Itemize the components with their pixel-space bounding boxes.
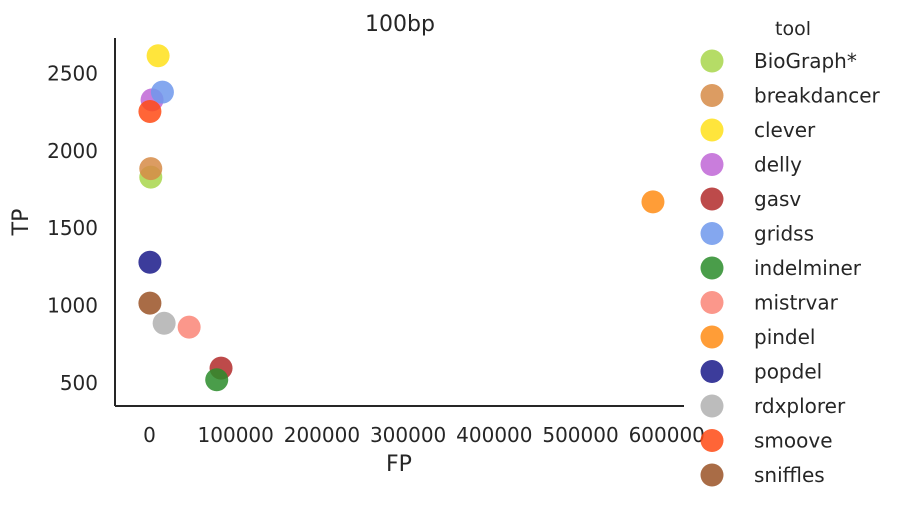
legend-label: popdel: [754, 360, 822, 384]
y-tick-label: 1500: [47, 216, 98, 240]
data-point: [138, 291, 162, 315]
data-point: [138, 250, 162, 274]
legend-label: mistrvar: [754, 291, 839, 315]
x-axis-title: FP: [386, 452, 412, 477]
y-tick-label: 2500: [47, 62, 98, 86]
legend-label: pindel: [754, 325, 815, 349]
y-ticks: 500 1000 1500 2000 2500: [47, 62, 98, 395]
legend-label: clever: [754, 118, 816, 142]
x-tick-label: 200000: [284, 423, 360, 447]
legend-label: indelminer: [754, 256, 862, 280]
legend-label: BioGraph*: [754, 49, 857, 73]
legend-marker: [700, 118, 724, 142]
legend-label: delly: [754, 153, 802, 177]
data-point: [138, 99, 162, 123]
chart-title: 100bp: [365, 12, 435, 37]
legend-marker: [700, 187, 724, 211]
y-axis-title: TP: [9, 209, 34, 237]
y-tick-label: 500: [60, 371, 98, 395]
legend-marker: [700, 429, 724, 452]
x-ticks: 0 100000 200000 300000 400000 500000 600000: [143, 423, 705, 447]
legend-title: tool: [775, 18, 811, 40]
legend-marker: [700, 49, 724, 73]
x-tick-label: 400000: [456, 423, 532, 447]
legend-marker: [700, 325, 724, 349]
data-point: [150, 80, 174, 104]
legend: BioGraph* breakdancer clever delly gasv grids…: [700, 49, 881, 487]
data-point: [139, 157, 163, 181]
legend-marker: [700, 153, 724, 176]
x-tick-label: 600000: [629, 423, 705, 447]
data-point: [146, 44, 170, 68]
data-point: [177, 315, 201, 339]
x-tick-label: 300000: [370, 423, 446, 447]
data-point: [641, 190, 665, 214]
legend-marker: [700, 463, 724, 487]
legend-marker: [700, 291, 724, 314]
legend-marker: [700, 84, 724, 107]
x-tick-label: 100000: [198, 423, 274, 447]
legend-marker: [700, 394, 724, 418]
legend-marker: [700, 360, 724, 383]
legend-label: breakdancer: [754, 84, 881, 108]
y-tick-label: 2000: [47, 139, 98, 163]
legend-label: sniffles: [754, 463, 825, 487]
legend-label: smoove: [754, 429, 833, 453]
legend-marker: [700, 222, 724, 245]
legend-label: rdxplorer: [754, 394, 846, 418]
data-point: [152, 311, 176, 335]
plot-points: [138, 44, 665, 392]
x-tick-label: 500000: [542, 423, 618, 447]
x-tick-label: 0: [143, 423, 156, 447]
data-point: [205, 368, 229, 392]
y-tick-label: 1000: [47, 293, 98, 317]
legend-label: gasv: [754, 187, 801, 211]
legend-marker: [700, 256, 724, 280]
legend-label: gridss: [754, 222, 814, 246]
